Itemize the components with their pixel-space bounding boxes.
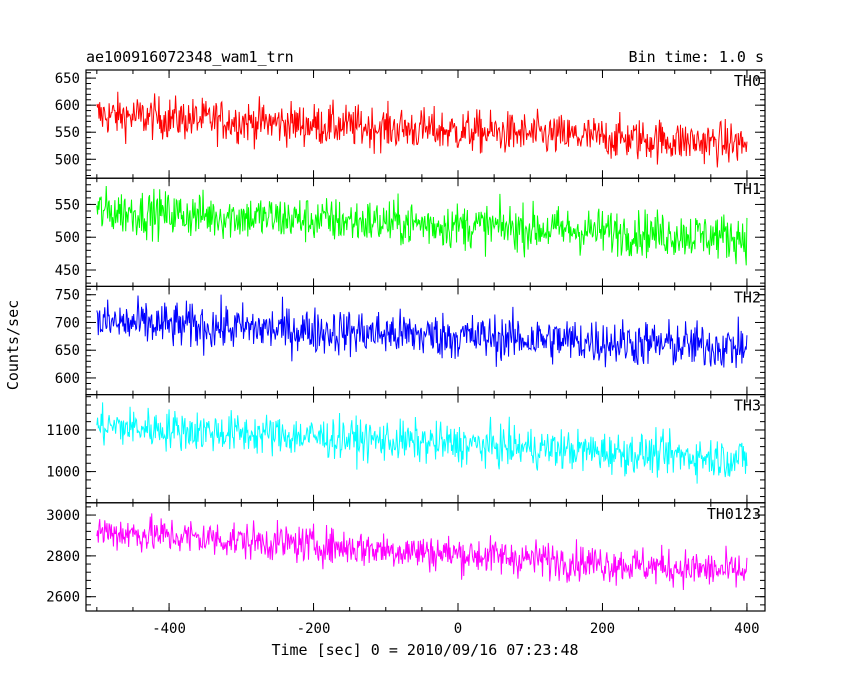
x-tick-label: -200 [297,621,331,637]
panel-label-th1: TH1 [734,180,761,198]
panel-label-th2: TH2 [734,288,761,306]
x-axis-label: Time [sec] 0 = 2010/09/16 07:23:48 [271,641,578,659]
series-line-th2 [96,294,748,368]
y-tick-label: 1000 [46,465,80,481]
panel-frame-th2 [85,285,766,396]
y-tick-label: 650 [55,343,80,359]
y-tick-label: 450 [55,263,80,279]
y-tick-label: 550 [55,125,80,141]
panel-frame-th0123 [85,502,766,612]
y-tick-label: 600 [55,371,80,387]
y-tick-label: 700 [55,315,80,331]
y-tick-label: 600 [55,98,80,114]
series-line-th0123 [96,513,748,591]
y-tick-label: 3000 [46,508,80,524]
y-tick-label: 750 [55,288,80,304]
y-tick-label: 550 [55,197,80,213]
y-tick-label: 500 [55,230,80,246]
series-line-th1 [96,186,748,266]
x-tick-label: 400 [734,621,759,637]
y-tick-label: 2800 [46,549,80,565]
series-line-th3 [96,402,748,484]
y-tick-label: 500 [55,152,80,168]
series-line-th0 [96,91,748,168]
x-tick-label: 0 [454,621,462,637]
panel-label-th0: TH0 [734,72,761,90]
x-tick-label: 200 [590,621,615,637]
x-tick-label: -400 [152,621,186,637]
y-tick-label: 1100 [46,423,80,439]
y-tick-label: 2600 [46,590,80,606]
y-tick-label: 650 [55,71,80,87]
panel-label-th3: TH3 [734,397,761,415]
panel-label-th0123: TH0123 [707,505,761,523]
y-axis-label: Counts/sec [4,300,22,390]
chart-title: ae100916072348_wam1_trn [86,48,294,66]
bin-time-label: Bin time: 1.0 s [629,48,764,66]
